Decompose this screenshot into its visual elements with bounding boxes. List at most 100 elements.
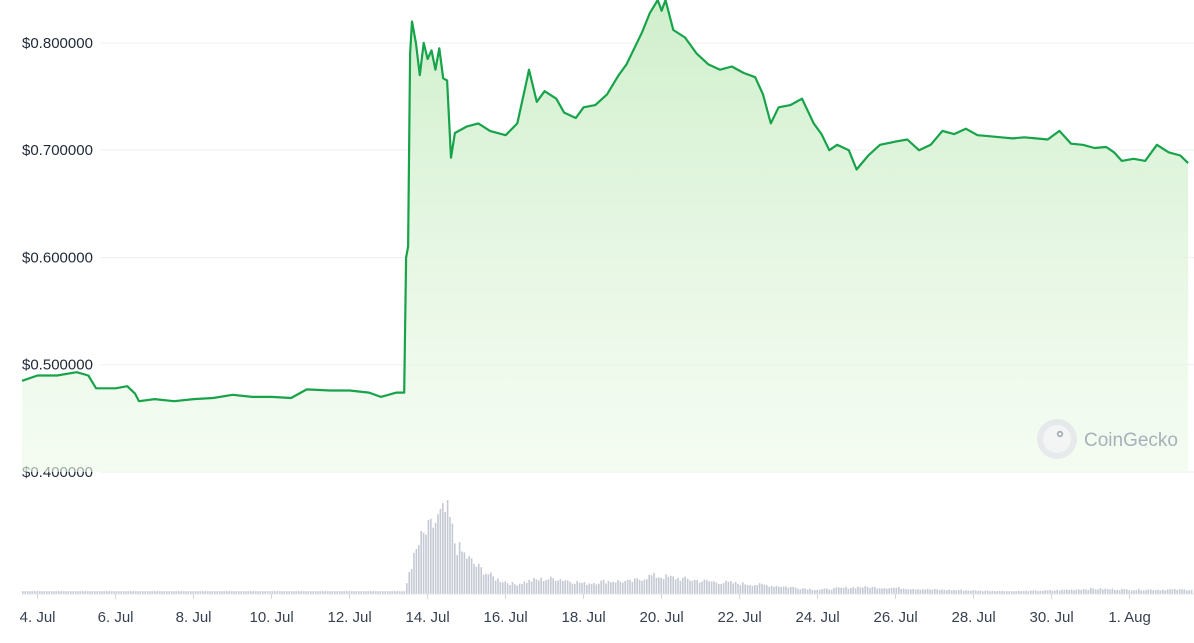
volume-bar <box>151 591 154 594</box>
volume-bar <box>610 582 612 594</box>
volume-bar <box>1106 588 1109 594</box>
volume-bar <box>348 591 350 594</box>
volume-bar <box>420 531 422 594</box>
volume-bar <box>1181 589 1183 594</box>
volume-bar <box>653 572 655 594</box>
volume-bar <box>569 581 571 594</box>
volume-bar <box>1154 590 1157 594</box>
volume-bar <box>482 574 485 594</box>
volume-bar <box>718 584 720 594</box>
volume-bar <box>922 589 924 594</box>
volume-bar <box>571 583 574 594</box>
volume-bar <box>689 580 691 594</box>
volume-bar <box>646 579 648 594</box>
volume-bar <box>463 552 466 594</box>
volume-bar <box>290 591 293 594</box>
volume-bar <box>806 589 809 594</box>
volume-bar <box>372 591 374 594</box>
volume-bar <box>847 588 850 594</box>
volume-bar <box>794 587 797 594</box>
volume-bar <box>1082 589 1085 594</box>
volume-bar <box>886 588 888 594</box>
volume-bar <box>1171 589 1174 594</box>
volume-bar <box>1104 588 1106 594</box>
volume-bar <box>1133 590 1135 594</box>
volume-bar <box>797 588 799 594</box>
volume-bar <box>1142 590 1145 594</box>
volume-bar <box>1166 589 1169 594</box>
volume-bar <box>497 578 499 594</box>
volume-bar <box>166 591 168 594</box>
volume-bar <box>926 588 929 594</box>
volume-bar <box>703 579 706 594</box>
x-tick-label: 16. Jul <box>483 609 527 626</box>
volume-bar <box>454 543 456 594</box>
volume-bar <box>1075 589 1078 594</box>
volume-bar <box>830 589 833 594</box>
y-tick-label: $0.800000 <box>22 35 93 52</box>
volume-bar <box>602 579 605 594</box>
volume-bar <box>31 591 34 594</box>
volume-bar <box>79 591 82 594</box>
volume-bar <box>1044 590 1046 594</box>
volume-bar <box>540 577 542 594</box>
volume-bar <box>787 587 790 594</box>
volume-bar <box>1013 591 1015 594</box>
volume-bar <box>634 578 636 594</box>
volume-bar <box>326 591 329 594</box>
volume-bar <box>204 591 206 594</box>
volume-bar <box>545 580 547 594</box>
volume-bar <box>816 589 818 594</box>
volume-bar <box>823 588 826 594</box>
volume-bar <box>934 589 936 594</box>
volume-bar <box>684 576 686 594</box>
volume-bar <box>355 591 358 594</box>
volume-bar <box>754 585 756 594</box>
volume-bar <box>362 591 365 594</box>
volume-bar <box>1186 590 1188 594</box>
volume-bar <box>516 585 518 594</box>
volume-bar <box>554 580 557 594</box>
volume-bar <box>1188 590 1190 594</box>
volume-bar <box>550 576 552 594</box>
volume-bar <box>103 591 106 594</box>
volume-bar <box>240 591 242 594</box>
volume-bar <box>1080 590 1082 594</box>
volume-bar <box>900 589 902 594</box>
volume-bar <box>94 591 96 594</box>
volume-bar <box>1090 587 1092 594</box>
volume-bar <box>456 555 458 594</box>
volume-bar <box>235 591 238 594</box>
volume-bar <box>607 580 610 594</box>
volume-bar <box>955 590 958 594</box>
volume-bar <box>720 583 722 594</box>
volume-bar <box>528 579 530 594</box>
x-tick-label: 30. Jul <box>1029 609 1073 626</box>
volume-bar <box>874 586 876 594</box>
volume-bar <box>1183 589 1186 594</box>
volume-bar <box>802 588 804 594</box>
volume-bar <box>58 591 60 594</box>
volume-bar <box>211 591 214 594</box>
volume-bar <box>163 591 166 594</box>
volume-bar <box>686 578 689 594</box>
volume-bar <box>953 589 955 594</box>
volume-bar <box>485 573 487 594</box>
volume-bar <box>346 591 348 594</box>
volume-bar <box>605 583 607 594</box>
volume-bar <box>110 591 113 594</box>
volume-bar <box>1056 589 1058 594</box>
volume-bar <box>1030 590 1032 594</box>
volume-bar <box>1061 589 1063 594</box>
y-tick-label: $0.600000 <box>22 249 93 266</box>
volume-bar <box>1020 591 1022 594</box>
volume-bar <box>458 542 461 594</box>
volume-bar <box>398 591 401 594</box>
volume-bar <box>504 581 506 594</box>
volume-bar <box>38 591 41 594</box>
volume-bar <box>876 588 878 594</box>
volume-bar <box>674 579 677 594</box>
volume-bar <box>631 582 634 594</box>
volume-bar <box>379 591 382 594</box>
volume-bar <box>912 589 914 594</box>
